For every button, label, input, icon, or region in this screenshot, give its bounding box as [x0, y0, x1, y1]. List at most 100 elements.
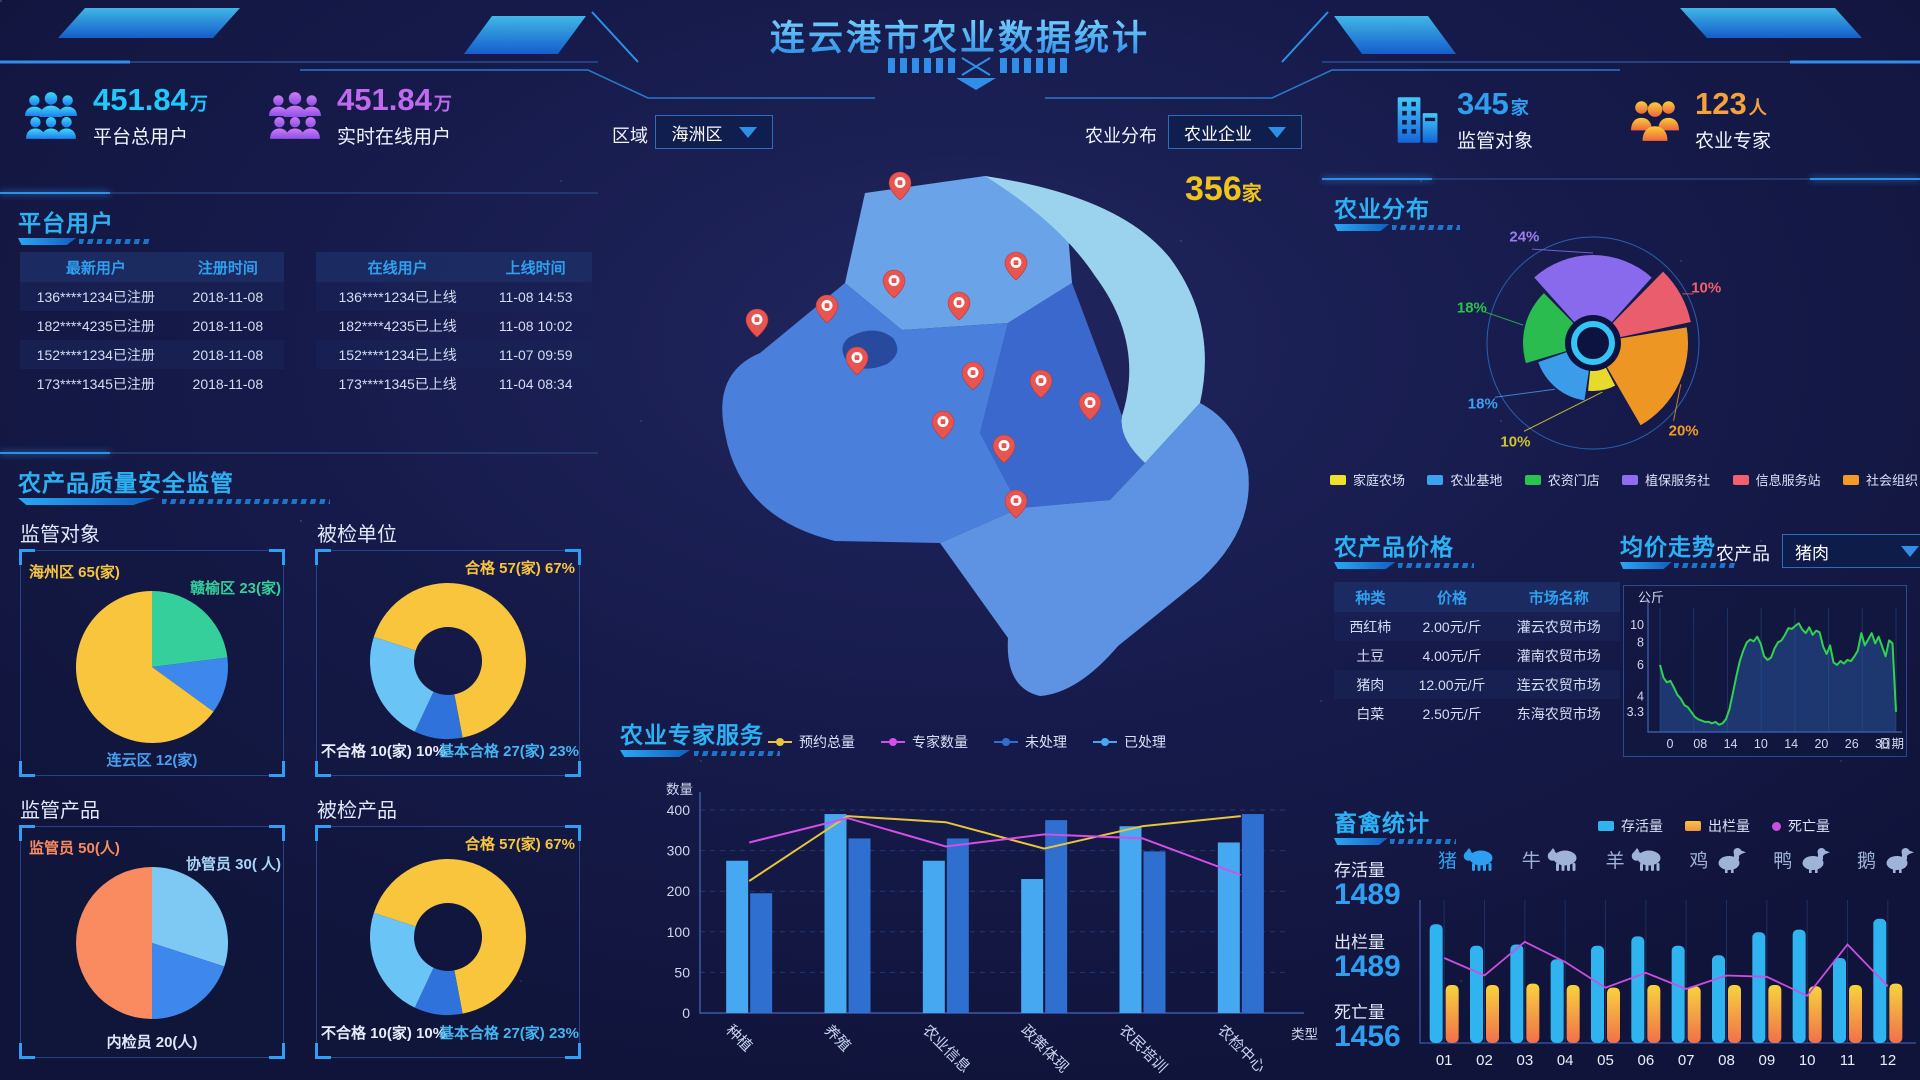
quadruped-icon [1547, 847, 1581, 873]
animal-label: 羊 [1605, 851, 1625, 872]
region-label: 区域 [612, 126, 648, 146]
chart-subtitle: 监管产品 [20, 800, 100, 822]
map-pin-icon[interactable] [888, 171, 912, 201]
divider [0, 192, 598, 194]
stat-unit: 人 [1748, 98, 1767, 118]
column-header: 在线用户 [367, 259, 428, 277]
legend-label: 存活量 [1621, 818, 1663, 834]
column-header: 种类 [1355, 589, 1386, 607]
legend-label: 社会组织 [1865, 473, 1918, 488]
svg-text:0: 0 [682, 1005, 690, 1021]
legend-item[interactable]: 社会组织 [1842, 470, 1918, 489]
animal-tab-bird[interactable]: 鸡 [1689, 846, 1748, 873]
table-cell: 152****1234已注册 [36, 346, 155, 363]
legend-label: 植保服务社 [1645, 473, 1711, 488]
section-title-trend: 均价走势 [1620, 534, 1716, 560]
map-pin-icon[interactable] [815, 294, 839, 324]
legend-label: 专家数量 [912, 734, 968, 750]
map-pin-icon[interactable] [947, 291, 971, 321]
map-pin-icon[interactable] [882, 269, 906, 299]
map-pin-icon[interactable] [961, 361, 985, 391]
quadruped-icon [1463, 847, 1497, 873]
map-pin-icon[interactable] [992, 434, 1016, 464]
svg-text:10: 10 [1754, 737, 1768, 751]
livestock-stat-value: 1489 [1334, 878, 1401, 911]
legend-item[interactable]: 未处理 [994, 732, 1067, 752]
map-pin-icon[interactable] [1078, 391, 1102, 421]
legend-item[interactable]: 出栏量 [1685, 816, 1750, 836]
stat-label: 平台总用户 [93, 126, 189, 148]
map-pin-icon[interactable] [1029, 369, 1053, 399]
svg-text:30: 30 [1875, 737, 1889, 751]
product-select[interactable]: 猪肉 [1782, 534, 1920, 568]
svg-text:10: 10 [1799, 1052, 1816, 1069]
distribution-value: 农业企业 [1184, 124, 1252, 144]
legend-item[interactable]: 农业基地 [1427, 470, 1502, 489]
column-header: 上线时间 [505, 259, 566, 277]
divider [0, 452, 598, 454]
legend-item[interactable]: 家庭农场 [1330, 470, 1405, 489]
quadruped-icon [1631, 847, 1665, 873]
svg-text:50: 50 [674, 964, 690, 980]
animal-label: 鹅 [1856, 851, 1876, 872]
chart-subtitle: 监管对象 [20, 524, 100, 546]
map-pin-icon[interactable] [1004, 251, 1028, 281]
animal-tab-quad[interactable]: 猪 [1438, 846, 1497, 873]
table-cell: 灌云农贸市场 [1516, 618, 1601, 635]
stat-value: 345 [1457, 86, 1509, 121]
pie-card-supervision-products: 协管员 30( 人) 内检员 20(人) 监管员 50(人) [19, 825, 285, 1059]
region-select[interactable]: 海洲区 [655, 115, 773, 149]
section-underline [1334, 838, 1456, 845]
table-cell: 182****4235已注册 [36, 317, 155, 334]
legend-item[interactable]: 死亡量 [1772, 816, 1830, 836]
stat-supervised: 345 家 监管对象 [1392, 86, 1533, 153]
svg-text:政策体现: 政策体现 [1017, 1022, 1071, 1076]
column-header: 价格 [1437, 589, 1468, 607]
stat-value: 451.84 [337, 82, 432, 117]
map-pin-icon[interactable] [1004, 489, 1028, 519]
legend-item[interactable]: 农资门店 [1524, 470, 1600, 489]
animal-tab-bird[interactable]: 鸭 [1773, 846, 1832, 873]
table-row: 西红柿 2.00元/斤 灌云农贸市场 [1334, 612, 1620, 641]
pie-chart [75, 591, 228, 743]
legend-item[interactable]: 植保服务社 [1622, 470, 1710, 489]
map-pin-icon[interactable] [745, 308, 769, 338]
distribution-label: 农业分布 [1085, 126, 1157, 146]
region-value: 海洲区 [671, 124, 723, 144]
map-pin-icon[interactable] [845, 346, 869, 376]
livestock-stat-label: 出栏量 [1334, 933, 1385, 952]
legend-item[interactable]: 预约总量 [768, 732, 855, 752]
page-title: 连云港市农业数据统计 [0, 10, 1920, 61]
animal-tab-bird[interactable]: 鹅 [1857, 846, 1916, 873]
table-cell: 猪肉 [1356, 676, 1385, 693]
animal-tab-quad[interactable]: 牛 [1522, 846, 1581, 873]
price-trend-box: 公斤 10 8 6 4 3.3 0 08 14 10 14 20 26 30 日期 [1623, 585, 1907, 757]
map-pin-icon[interactable] [931, 410, 955, 440]
legend-item[interactable]: 专家数量 [881, 732, 968, 752]
legend-marker [1093, 737, 1117, 747]
legend-item[interactable]: 已处理 [1093, 732, 1166, 752]
svg-text:3.3: 3.3 [1627, 705, 1644, 719]
legend-label: 家庭农场 [1353, 473, 1406, 488]
stat-experts: 123 人 农业专家 [1630, 87, 1771, 153]
distribution-select[interactable]: 农业企业 [1168, 115, 1302, 149]
experts-group-icon [1630, 96, 1680, 144]
stat-total-users: 451.84 万 平台总用户 [24, 83, 208, 149]
animal-tab-quad[interactable]: 羊 [1606, 846, 1665, 873]
table-cell: 11-04 08:34 [498, 375, 573, 392]
svg-text:养殖: 养殖 [821, 1022, 854, 1055]
legend-item[interactable]: 存活量 [1598, 816, 1663, 836]
table-row: 136****1234已注册 2018-11-08 [20, 282, 284, 311]
table-header: 最新用户 注册时间 [20, 252, 284, 282]
legend-item[interactable]: 信息服务站 [1732, 470, 1821, 489]
svg-text:4: 4 [1637, 690, 1644, 704]
legend-marker [994, 737, 1018, 747]
online-users-table: 在线用户 上线时间 136****1234已上线 11-08 14:53 182****… [316, 252, 592, 398]
header-decoration [0, 8, 1920, 99]
stat-unit: 家 [1510, 98, 1529, 118]
legend-label: 未处理 [1025, 734, 1067, 750]
table-cell: 11-08 14:53 [498, 288, 573, 305]
legend-marker [1598, 821, 1614, 831]
section-title-expert-service: 农业专家服务 [620, 722, 764, 748]
